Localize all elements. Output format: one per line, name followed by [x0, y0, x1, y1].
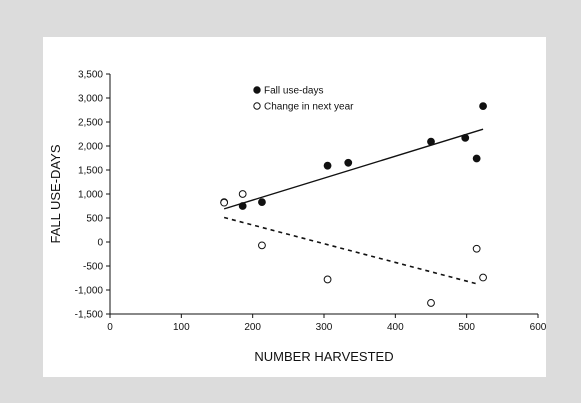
- filled-data-point: [472, 154, 481, 163]
- x-tick-label: 100: [173, 322, 190, 333]
- y-tick-label: 1,000: [78, 190, 103, 201]
- open-data-point: [472, 244, 481, 253]
- legend-label: Change in next year: [264, 102, 354, 113]
- open-data-point: [238, 190, 247, 198]
- legend-label: Fall use-days: [264, 86, 323, 97]
- legend: Fall use-days Change in next year: [253, 86, 354, 113]
- y-tick-label: 2,000: [78, 142, 103, 153]
- filled-data-point: [258, 198, 266, 207]
- open-data-point: [220, 198, 229, 207]
- scatter-chart: 3,500 3,000 2,500 2,000 1,500 1,000 500 0 -500 -1…: [48, 70, 546, 365]
- y-tick-label: 3,000: [78, 94, 103, 105]
- x-tick-label: 600: [530, 322, 546, 333]
- legend-marker: [253, 102, 261, 110]
- x-axis-title: NUMBER HARVESTED: [254, 349, 393, 364]
- open-data-point: [258, 241, 266, 250]
- trendlines: [223, 128, 484, 285]
- y-tick-label: 0: [97, 238, 103, 249]
- filled-data-point: [479, 102, 487, 111]
- y-ticks: 3,500 3,000 2,500 2,000 1,500 1,000 500 0 -500 -1…: [75, 70, 110, 321]
- x-tick-label: 500: [458, 322, 475, 333]
- open-data-point: [323, 275, 332, 284]
- x-tick-label: 0: [107, 322, 113, 333]
- x-tick-label: 200: [244, 322, 261, 333]
- x-ticks: 0 100 200 300 400 500 600: [107, 314, 546, 333]
- y-tick-label: 2,500: [78, 118, 103, 129]
- x-tick-label: 300: [316, 322, 333, 333]
- y-tick-label: 1,500: [78, 166, 103, 177]
- y-axis-title: FALL USE-DAYS: [48, 144, 63, 243]
- data-points: [220, 102, 487, 307]
- trendline-series-1: [223, 128, 484, 210]
- chart-panel: 3,500 3,000 2,500 2,000 1,500 1,000 500 0 -500 -1…: [43, 37, 546, 377]
- x-tick-label: 400: [387, 322, 404, 333]
- filled-data-point: [238, 202, 247, 210]
- y-tick-label: 3,500: [78, 70, 103, 81]
- filled-data-point: [427, 137, 435, 146]
- filled-data-point: [344, 158, 353, 167]
- open-data-point: [427, 299, 435, 307]
- y-tick-label: -500: [83, 262, 103, 273]
- y-tick-label: -1,000: [75, 286, 104, 297]
- y-tick-label: 500: [86, 214, 103, 225]
- open-data-point: [479, 273, 487, 282]
- filled-data-point: [323, 161, 332, 170]
- trendline-series-2: [223, 216, 477, 285]
- filled-data-point: [461, 133, 470, 142]
- legend-marker: [253, 86, 261, 94]
- y-tick-label: -1,500: [75, 310, 104, 321]
